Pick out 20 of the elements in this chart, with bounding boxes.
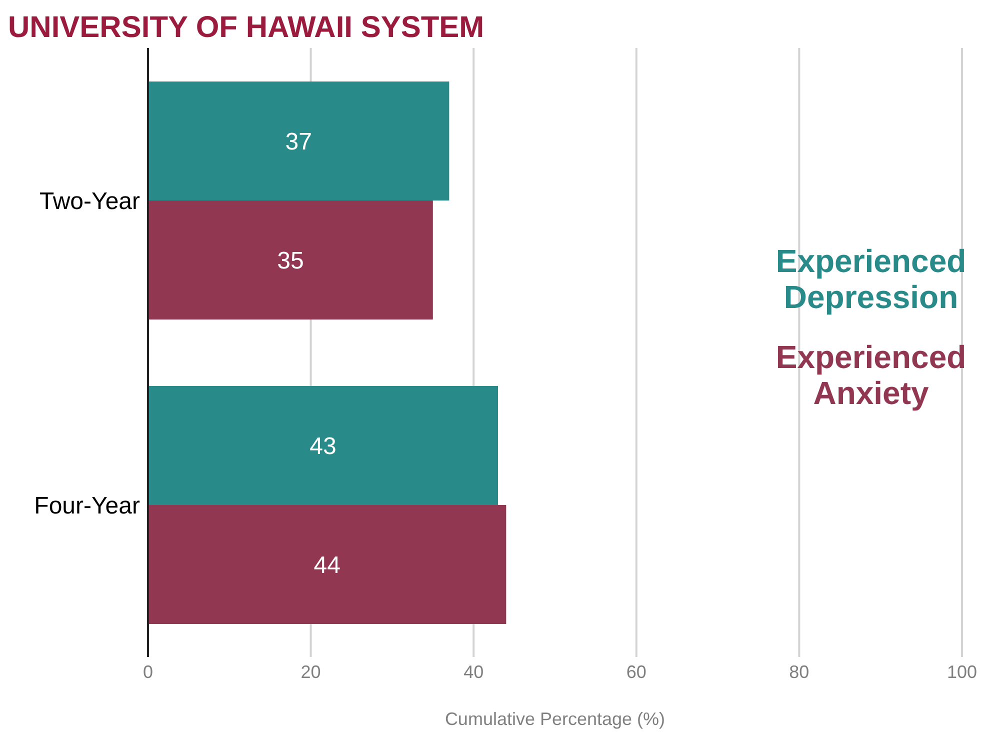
x-tick-label: 40 bbox=[464, 662, 484, 682]
y-tick-label: Four-Year bbox=[34, 492, 140, 520]
bar bbox=[148, 504, 506, 624]
x-tick-label: 100 bbox=[946, 662, 978, 682]
bar bbox=[148, 200, 433, 320]
data-label: 43 bbox=[310, 433, 336, 460]
x-tick-label: 20 bbox=[300, 662, 321, 682]
text: Experienced Depression bbox=[774, 243, 968, 315]
text: Experienced Anxiety bbox=[774, 339, 968, 411]
chart-title: UNIVERSITY OF HAWAII SYSTEM bbox=[8, 10, 486, 46]
data-label: 44 bbox=[314, 552, 340, 580]
bar bbox=[148, 386, 498, 505]
y-tick-label: Two-Year bbox=[40, 188, 140, 215]
data-label: 37 bbox=[285, 128, 312, 156]
x-axis-title: Cumulative Percentage (%) bbox=[444, 709, 666, 729]
x-tick-label: 0 bbox=[142, 662, 154, 682]
bar bbox=[148, 81, 450, 200]
x-tick-label: 60 bbox=[626, 662, 646, 682]
data-label: 35 bbox=[277, 248, 304, 275]
x-tick-label: 80 bbox=[789, 662, 810, 682]
